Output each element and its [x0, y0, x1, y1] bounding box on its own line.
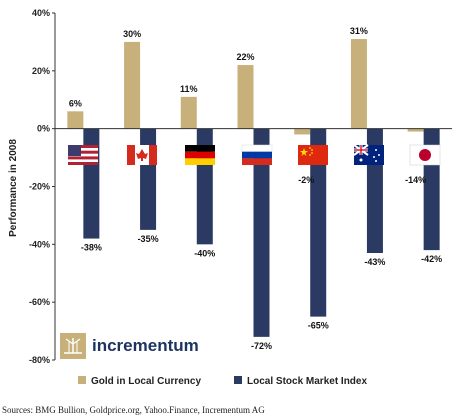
data-label-extra: -14% [405, 175, 426, 185]
china-flag-icon [298, 145, 328, 165]
data-label: 6% [69, 98, 82, 108]
data-label: -42% [421, 254, 442, 264]
data-label: -43% [364, 257, 385, 267]
russia-flag-icon [241, 144, 273, 165]
data-label-extra: -2% [298, 175, 314, 185]
bars [67, 39, 440, 337]
y-axis-ticks: 40% 20% 0% -20% -40% -60% -80% [29, 8, 55, 365]
data-label: -72% [251, 341, 272, 351]
stock-bar-russia [253, 128, 270, 337]
legend-label-stock: Local Stock Market Index [247, 376, 367, 387]
brand-name: incrementum [92, 336, 199, 355]
brand-logo: incrementum [60, 333, 199, 359]
y-tick-label: 20% [32, 66, 50, 76]
data-labels: 6% -38% 30% -35% 11% -40% 22% -72% -65% 31% -43% -4… [69, 26, 442, 351]
stock-bar-china [310, 128, 327, 317]
gold-bar-china [294, 128, 311, 135]
data-label: -65% [308, 321, 329, 331]
legend: Gold in Local Currency Local Stock Marke… [78, 376, 367, 387]
germany-flag-icon [185, 145, 215, 165]
gold-bar-usa [67, 111, 84, 129]
gold-bar-russia [237, 65, 254, 129]
flags [68, 144, 441, 166]
legend-swatch-stock [234, 376, 242, 384]
data-label: -40% [194, 248, 215, 258]
y-tick-label: -20% [29, 182, 50, 192]
legend-swatch-gold [78, 376, 86, 384]
data-label: 30% [123, 29, 141, 39]
gold-bar-japan [407, 128, 424, 132]
y-tick-label: -80% [29, 355, 50, 365]
y-tick-label: -40% [29, 239, 50, 249]
data-label: 31% [350, 26, 368, 36]
y-tick-label: 0% [37, 124, 50, 134]
australia-flag-icon [353, 144, 384, 165]
japan-flag-icon [409, 144, 441, 166]
source-note: Sources: BMG Bullion, Goldprice.org, Yah… [2, 405, 265, 415]
data-label: -35% [138, 234, 159, 244]
canada-flag-icon [127, 145, 157, 165]
gold-bar-germany [180, 96, 197, 129]
y-tick-label: -60% [29, 297, 50, 307]
y-tick-label: 40% [32, 8, 50, 18]
legend-label-gold: Gold in Local Currency [91, 376, 201, 387]
stock-bar-canada [140, 128, 157, 230]
usa-flag-icon [68, 145, 98, 165]
y-axis-label: Performance in 2008 [8, 139, 19, 237]
gold-bar-australia [350, 39, 367, 129]
data-label: -38% [81, 243, 102, 253]
data-label: 11% [180, 84, 198, 94]
gold-bar-canada [124, 41, 141, 129]
data-label: 22% [236, 52, 254, 62]
